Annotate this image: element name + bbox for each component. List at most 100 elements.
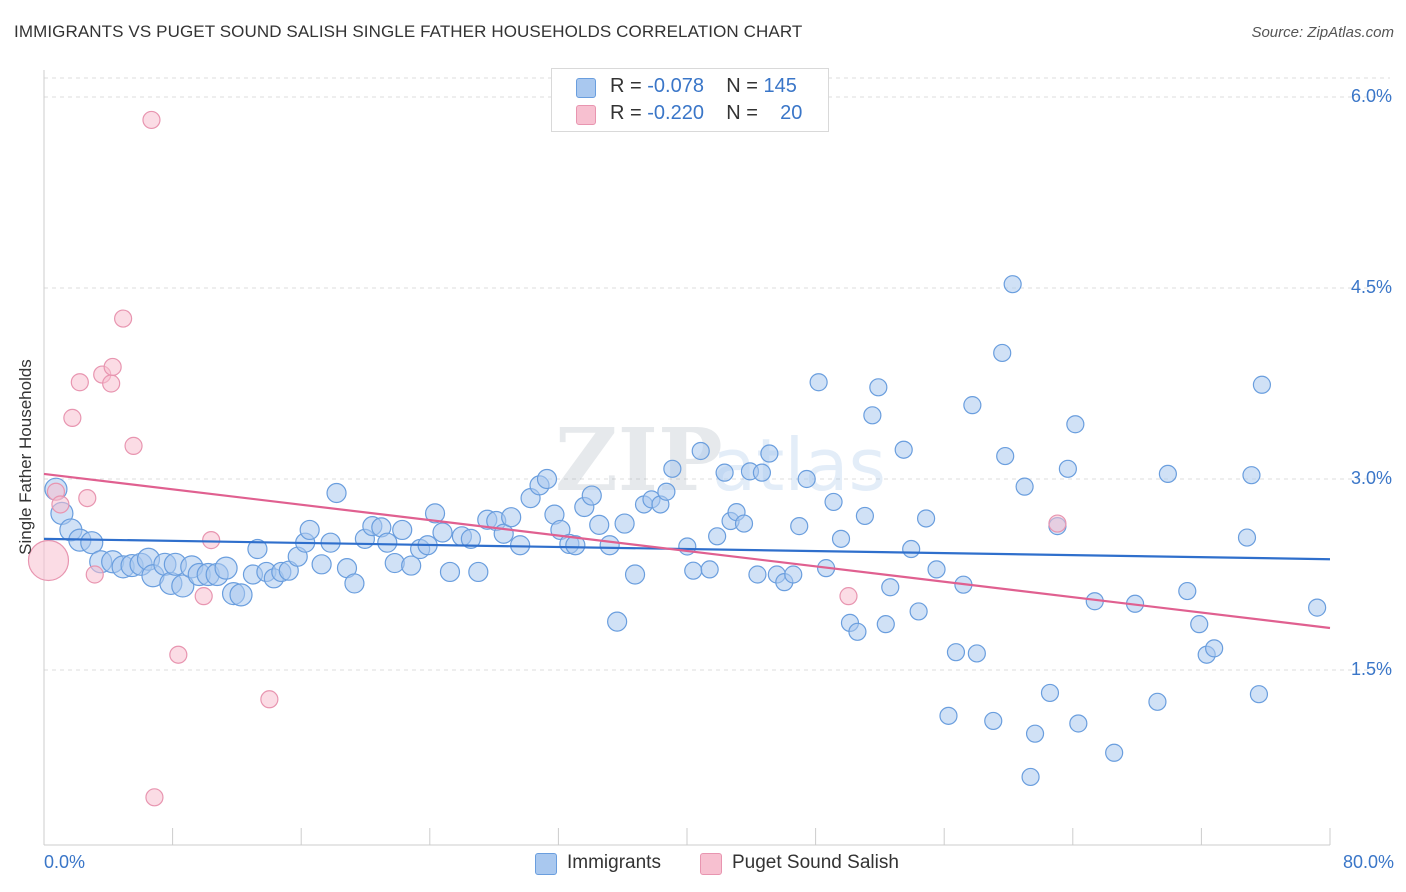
data-point-salish [78,489,97,508]
source-credit: Source: ZipAtlas.com [1251,24,1394,41]
data-point-salish [63,408,82,427]
trend-line-immigrants [43,537,1331,561]
data-point-salish [839,587,858,606]
legend-swatch-pink [576,105,596,125]
data-point-immigrants [1066,415,1085,434]
data-point-immigrants [589,514,610,535]
data-point-immigrants [869,378,888,397]
data-point-immigrants [939,706,958,725]
data-point-immigrants [863,406,882,425]
data-point-immigrants [377,532,398,553]
data-point-immigrants [311,554,332,575]
data-point-salish [169,645,188,664]
y-tick-label: 1.5% [1350,659,1392,679]
data-point-immigrants [993,343,1012,363]
data-point-immigrants [691,441,710,461]
legend-n-value: 20 [780,102,803,124]
data-point-immigrants [809,373,828,392]
data-point-immigrants [1190,615,1209,634]
data-point-immigrants [599,535,620,556]
data-point-immigrants [1069,714,1088,733]
data-point-immigrants [790,517,809,536]
data-point-immigrants [752,463,772,482]
data-point-immigrants [214,556,238,580]
data-point-immigrants [797,469,816,489]
data-point-immigrants [468,561,489,583]
data-point-immigrants [424,503,446,524]
bottom-legend-swatch-pink [700,853,722,875]
data-point-immigrants [1158,464,1177,484]
bottom-legend-label: Immigrants [567,852,661,873]
data-point-immigrants [946,643,966,662]
data-point-salish [194,587,213,606]
data-point-immigrants [1003,275,1022,294]
data-point-immigrants [581,485,602,506]
legend-n-label: N = [726,75,764,97]
data-point-immigrants [894,440,913,459]
data-point-immigrants [171,574,195,598]
legend-r-label: R = [610,102,648,124]
data-point-immigrants [902,539,921,559]
data-point-immigrants [967,644,986,663]
data-point-immigrants [657,482,676,501]
x-tick-min: 0.0% [44,852,86,872]
data-point-salish [260,690,279,709]
data-point-immigrants [460,528,481,549]
data-point-immigrants [439,561,461,583]
data-point-immigrants [876,615,895,634]
y-tick-label: 4.5% [1350,277,1392,297]
y-tick-label: 6.0% [1350,86,1392,106]
y-axis-label: Single Father Households [16,359,35,555]
data-point-immigrants [963,396,982,415]
legend-r-value: -0.220 [647,102,704,124]
legend-swatch-blue [576,78,596,98]
data-point-immigrants [1178,581,1197,601]
trend-lines [43,472,1331,630]
data-point-salish [51,495,70,514]
data-point-immigrants [401,555,422,576]
data-point-immigrants [784,565,803,584]
data-point-immigrants [760,444,779,463]
data-point-immigrants [663,459,682,478]
data-point-immigrants [1252,375,1272,394]
data-point-immigrants [684,561,703,580]
data-point-immigrants [565,535,586,556]
zipatlas-watermark: ZIP atlas [555,410,886,511]
data-point-immigrants [1242,466,1261,485]
data-point-immigrants [831,529,851,548]
data-point-immigrants [881,578,900,597]
data-point-immigrants [624,564,646,585]
axes [43,70,1331,846]
data-point-immigrants [734,514,754,533]
correlation-legend: R = -0.078 N = 145 R = -0.220 N = 20 [551,68,829,132]
data-point-immigrants [715,463,734,482]
x-tick-max: 80.0% [1342,852,1394,872]
data-point-immigrants [501,507,522,528]
chart-title: IMMIGRANTS VS PUGET SOUND SALISH SINGLE … [14,22,803,41]
data-point-immigrants [326,482,347,504]
data-point-immigrants [229,583,253,607]
data-point-immigrants [1025,724,1045,743]
data-point-immigrants [1058,459,1077,478]
data-point-immigrants [247,538,268,560]
data-point-immigrants [824,492,843,512]
data-point-immigrants [536,468,558,490]
svg-text:ZIP: ZIP [555,410,723,511]
data-point-immigrants [1308,598,1327,617]
y-tick-label: 3.0% [1350,468,1392,488]
legend-n-label: N = [726,102,764,124]
svg-text:atlas: atlas [712,423,886,507]
data-point-immigrants [1040,683,1060,703]
data-point-immigrants [1249,685,1269,704]
bottom-legend-swatch-blue [535,853,557,875]
data-point-immigrants [1105,743,1124,762]
data-point-immigrants [1205,639,1224,658]
data-point-immigrants [848,622,867,641]
data-point-salish [85,565,104,584]
data-point-immigrants [607,611,628,632]
data-point-immigrants [1015,477,1034,496]
data-point-salish [27,539,70,582]
data-point-salish [145,788,164,807]
legend-r-value: -0.078 [647,75,704,97]
